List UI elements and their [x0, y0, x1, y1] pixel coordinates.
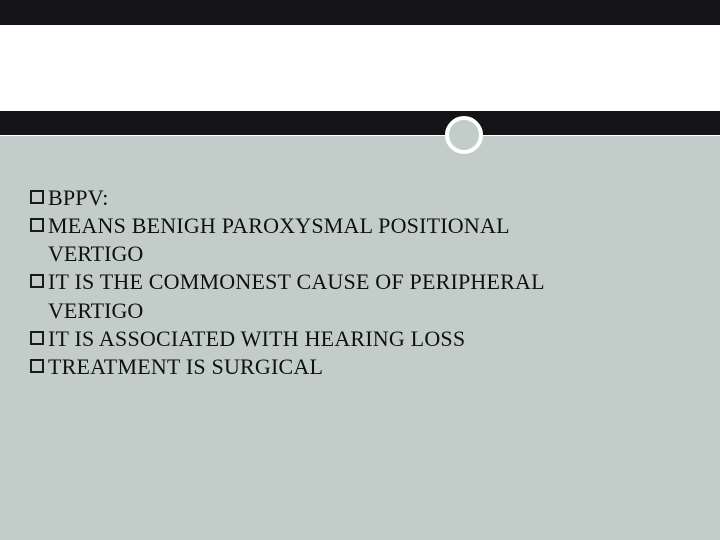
bullet-marker-icon	[30, 218, 44, 232]
bullet-text: IT IS ASSOCIATED WITH HEARING LOSS	[48, 325, 465, 353]
content-area: BPPV: MEANS BENIGH PAROXYSMAL POSITIONAL…	[30, 184, 690, 381]
list-item: TREATMENT IS SURGICAL	[30, 353, 690, 381]
bullet-marker-icon	[30, 274, 44, 288]
bullet-text: BPPV:	[48, 184, 109, 212]
list-item: MEANS BENIGH PAROXYSMAL POSITIONAL	[30, 212, 690, 240]
bullet-marker-icon	[30, 190, 44, 204]
title-strip	[0, 25, 720, 111]
top-band	[0, 0, 720, 135]
bullet-text: TREATMENT IS SURGICAL	[48, 353, 323, 381]
bullet-continuation: VERTIGO	[30, 297, 690, 325]
bullet-continuation: VERTIGO	[30, 240, 690, 268]
bullet-marker-icon	[30, 331, 44, 345]
bullet-marker-icon	[30, 359, 44, 373]
divider-line	[0, 135, 720, 136]
list-item: IT IS THE COMMONEST CAUSE OF PERIPHERAL	[30, 268, 690, 296]
bullet-text: IT IS THE COMMONEST CAUSE OF PERIPHERAL	[48, 268, 545, 296]
bullet-text: MEANS BENIGH PAROXYSMAL POSITIONAL	[48, 212, 510, 240]
list-item: IT IS ASSOCIATED WITH HEARING LOSS	[30, 325, 690, 353]
decorative-circle-icon	[445, 116, 483, 154]
list-item: BPPV:	[30, 184, 690, 212]
